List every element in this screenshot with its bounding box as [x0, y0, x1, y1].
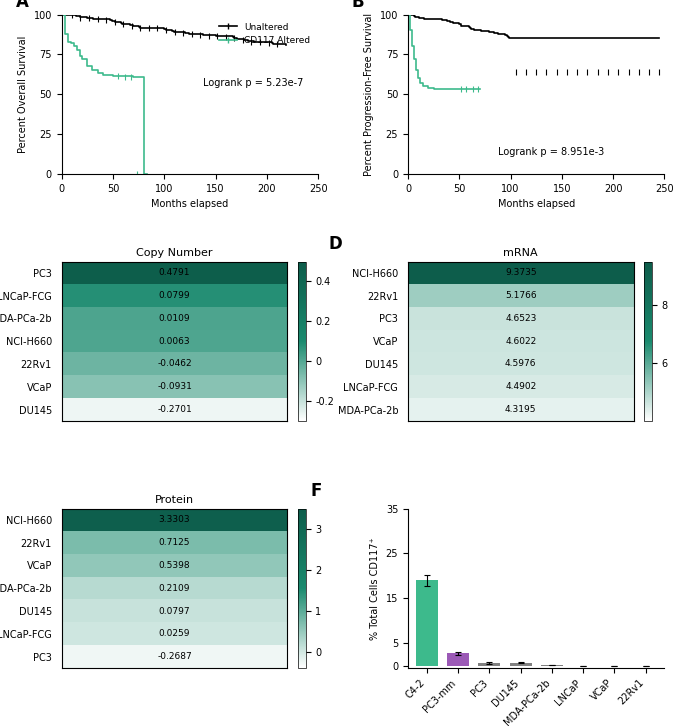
Text: 0.7125: 0.7125 [159, 538, 190, 547]
Text: A: A [16, 0, 28, 11]
X-axis label: Months elapsed: Months elapsed [151, 199, 229, 209]
Text: 0.0109: 0.0109 [159, 314, 190, 323]
Text: 0.0259: 0.0259 [159, 629, 190, 638]
Text: 4.4902: 4.4902 [505, 383, 536, 391]
Text: 4.5976: 4.5976 [505, 359, 536, 369]
Y-axis label: Percent Overall Survival: Percent Overall Survival [18, 36, 28, 153]
Text: Logrank p = 8.951e-3: Logrank p = 8.951e-3 [498, 147, 604, 157]
Text: 0.0799: 0.0799 [159, 291, 190, 300]
Text: -0.2701: -0.2701 [157, 405, 192, 414]
Text: Logrank p = 5.23e-7: Logrank p = 5.23e-7 [203, 78, 303, 89]
Text: 5.1766: 5.1766 [505, 291, 536, 300]
Text: 0.0063: 0.0063 [159, 337, 190, 346]
X-axis label: Months elapsed: Months elapsed [497, 199, 575, 209]
Text: 0.5398: 0.5398 [159, 561, 190, 570]
Text: D: D [329, 234, 342, 253]
Legend: Unaltered, CD117 Altered: Unaltered, CD117 Altered [215, 19, 314, 49]
Text: B: B [351, 0, 364, 11]
Y-axis label: Percent Progression-Free Survival: Percent Progression-Free Survival [364, 12, 374, 176]
Title: Copy Number: Copy Number [136, 248, 213, 258]
Text: F: F [310, 482, 322, 499]
Text: 4.3195: 4.3195 [505, 405, 536, 414]
Text: 0.0797: 0.0797 [159, 606, 190, 616]
Text: 4.6523: 4.6523 [505, 314, 536, 323]
Text: -0.0931: -0.0931 [157, 383, 192, 391]
Text: 0.4791: 0.4791 [159, 269, 190, 277]
Bar [478, 663, 500, 666]
Text: -0.0462: -0.0462 [157, 359, 192, 369]
Bar [447, 653, 469, 666]
Title: mRNA: mRNA [503, 248, 538, 258]
Text: 0.2109: 0.2109 [159, 584, 190, 592]
Text: -0.2687: -0.2687 [157, 652, 192, 661]
Text: 9.3735: 9.3735 [505, 269, 536, 277]
Bar [416, 580, 438, 666]
Text: 4.6022: 4.6022 [505, 337, 536, 346]
Bar [510, 663, 532, 666]
Text: 3.3303: 3.3303 [159, 515, 190, 524]
Title: Protein: Protein [155, 495, 194, 505]
Y-axis label: % Total Cells CD117⁺: % Total Cells CD117⁺ [370, 537, 380, 640]
